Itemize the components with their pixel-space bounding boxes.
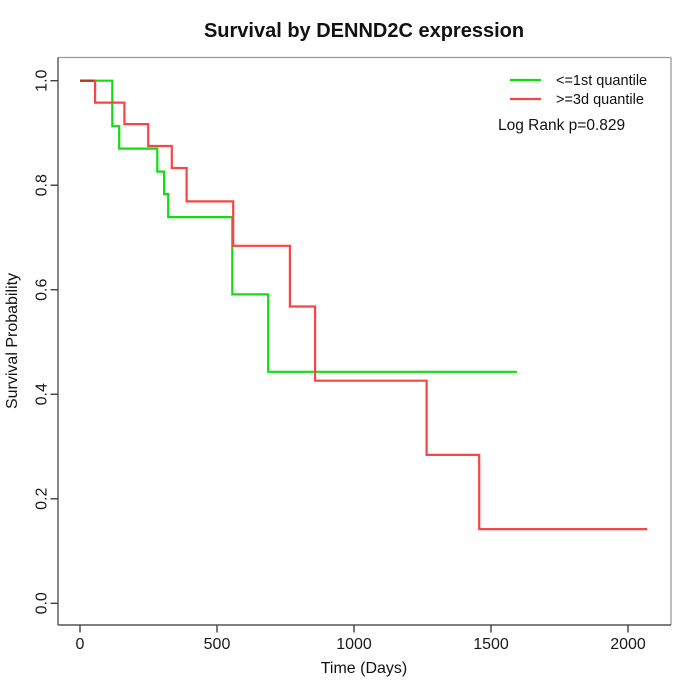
- y-tick-label: 0.8: [34, 174, 51, 196]
- y-tick-label: 0.6: [34, 279, 51, 301]
- y-tick-label: 0.4: [34, 383, 51, 405]
- axes: 0 500 1000 1500 2000 1.0 0.8 0.6 0.4 0.2 0.0: [34, 56, 672, 653]
- legend: <=1st quantile >=3d quantile Log Rank p=…: [498, 73, 647, 134]
- x-axis-label: Time (Days): [321, 660, 408, 677]
- chart-title: Survival by DENND2C expression: [204, 20, 524, 42]
- x-tick-label: 1000: [336, 636, 372, 653]
- log-rank-text: Log Rank p=0.829: [498, 117, 625, 134]
- red-survival-curve: [80, 79, 648, 531]
- x-tick-label: 1500: [473, 636, 509, 653]
- x-tick-label: 0: [76, 636, 85, 653]
- legend-label-1st-quantile: <=1st quantile: [556, 73, 647, 89]
- y-tick-label: 0.0: [34, 592, 51, 614]
- legend-label-3d-quantile: >=3d quantile: [556, 92, 644, 108]
- y-tick-label: 0.2: [34, 488, 51, 510]
- green-survival-curve: [80, 79, 517, 373]
- y-axis-label: Survival Probability: [4, 273, 21, 409]
- x-tick-label: 2000: [610, 636, 646, 653]
- y-tick-label: 1.0: [34, 69, 51, 91]
- curves: [80, 79, 648, 531]
- x-tick-label: 500: [204, 636, 231, 653]
